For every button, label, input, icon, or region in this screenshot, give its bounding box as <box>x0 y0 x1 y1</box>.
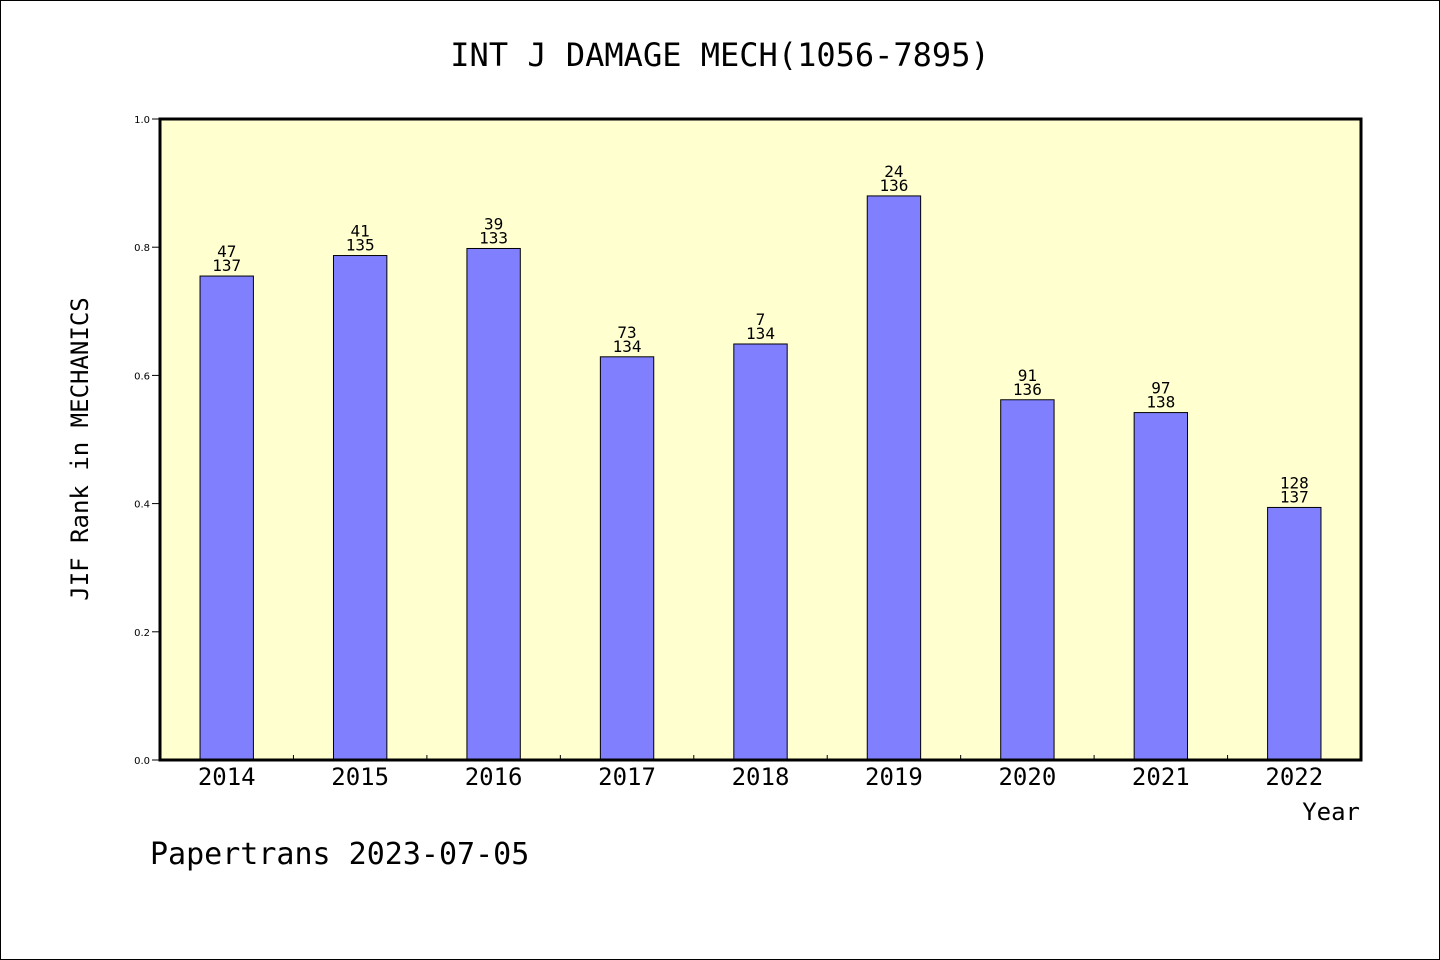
bar-label-total: 136 <box>1013 380 1042 399</box>
bar-label-rank: 97 <box>1151 379 1170 398</box>
bar <box>866 195 922 761</box>
x-tick-label: 2014 <box>198 763 256 791</box>
bar-label-total: 136 <box>879 176 908 195</box>
bar <box>1133 412 1189 761</box>
bar-label-rank: 91 <box>1018 366 1037 385</box>
y-tick-label: 1.0 <box>134 115 150 126</box>
bar-label-rank: 24 <box>884 162 903 181</box>
chart-title: INT J DAMAGE MECH(1056-7895) <box>450 36 989 74</box>
bar-label-rank: 47 <box>217 242 236 261</box>
bar <box>733 343 788 761</box>
axes-group: 2014 2015 2016 2017 2018 2019 2020 2021 2022 0.0 0… <box>134 115 1323 791</box>
footer-note: Papertrans 2023-07-05 <box>150 837 529 872</box>
bar-label-total: 137 <box>1280 487 1309 506</box>
y-tick-label: 0.8 <box>134 243 150 254</box>
x-tick-label: 2018 <box>732 763 790 791</box>
y-tick-label: 0.2 <box>134 628 150 639</box>
x-tick-label: 2017 <box>598 763 656 791</box>
bar-label-rank: 41 <box>351 222 370 241</box>
bar-label-total: 137 <box>212 256 241 275</box>
plot-border <box>158 117 1363 762</box>
bar <box>1000 399 1055 761</box>
y-axis-label: JIF Rank in MECHANICS <box>66 297 94 600</box>
x-tick-label: 2021 <box>1132 763 1190 791</box>
x-tick-label: 2022 <box>1265 763 1323 791</box>
bar <box>599 356 655 761</box>
y-tick-label: 0.6 <box>134 371 150 382</box>
x-tick-label: 2015 <box>331 763 389 791</box>
y-tick-label: 0.4 <box>134 500 150 511</box>
bar-label-rank: 128 <box>1280 473 1309 492</box>
bar <box>332 255 388 761</box>
x-tick-label: 2020 <box>998 763 1056 791</box>
y-tick-label: 0.0 <box>134 756 150 767</box>
bar-label-total: 134 <box>746 324 775 343</box>
bar <box>466 247 521 761</box>
bar-label-total: 134 <box>613 337 642 356</box>
bar-label-rank: 7 <box>756 310 766 329</box>
bar-label-rank: 39 <box>484 214 503 233</box>
x-tick-label: 2019 <box>865 763 923 791</box>
bar-label-total: 138 <box>1146 393 1175 412</box>
x-tick-label: 2016 <box>465 763 523 791</box>
bar-label-total: 135 <box>346 236 375 255</box>
x-axis-label: Year <box>1302 798 1360 826</box>
bar-label-rank: 73 <box>617 323 636 342</box>
bar <box>1267 506 1322 761</box>
bar <box>199 275 254 761</box>
bar-label-total: 133 <box>479 228 508 247</box>
